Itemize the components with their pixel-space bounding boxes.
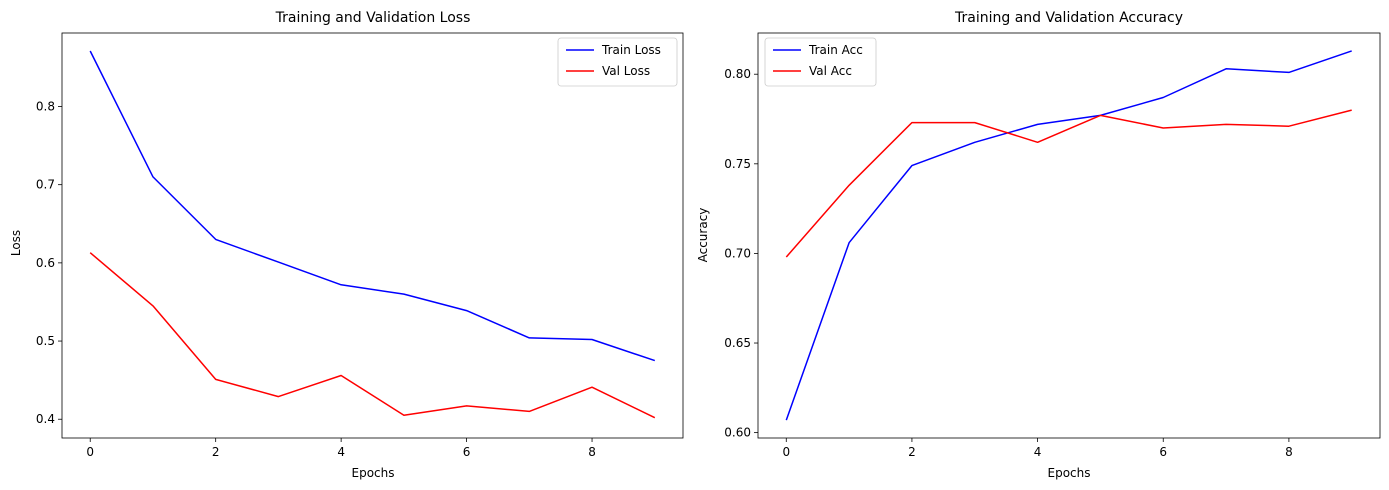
y-tick-label: 0.60	[724, 426, 751, 440]
y-tick-label: 0.65	[724, 336, 751, 350]
plot-frame	[757, 32, 1381, 439]
x-tick-label: 2	[212, 445, 220, 459]
legend: Train Acc Val Acc	[764, 37, 877, 87]
axis-ticks: 0 2 4 6 8 0.4 0.5 0.6 0.7 0.8	[36, 99, 596, 459]
x-tick-label: 6	[463, 445, 471, 459]
legend-label-val-acc: Val Acc	[809, 64, 852, 78]
series-line-val-loss	[89, 252, 656, 419]
y-axis-label: Loss	[9, 230, 23, 256]
plot-frame	[61, 32, 684, 439]
legend: Train Loss Val Loss	[557, 37, 678, 87]
series-lines	[785, 50, 1352, 421]
x-tick-label: 8	[1285, 445, 1293, 459]
x-tick-label: 0	[782, 445, 790, 459]
chart-title: Training and Validation Accuracy	[954, 10, 1183, 26]
x-tick-label: 8	[588, 445, 596, 459]
y-tick-label: 0.5	[36, 334, 55, 348]
x-tick-label: 6	[1159, 445, 1167, 459]
y-tick-label: 0.70	[724, 246, 751, 260]
accuracy-chart: Training and Validation Accuracy Epochs …	[696, 10, 1381, 480]
x-axis-label: Epochs	[352, 466, 395, 480]
y-tick-label: 0.4	[36, 412, 55, 426]
y-tick-label: 0.6	[36, 256, 55, 270]
y-tick-label: 0.8	[36, 99, 55, 113]
axis-ticks: 0 2 4 6 8 0.60 0.65 0.70 0.75 0.80	[724, 67, 1292, 459]
y-axis-label: Accuracy	[696, 208, 710, 263]
x-tick-label: 4	[337, 445, 345, 459]
loss-chart: Training and Validation Loss Epochs Loss…	[9, 10, 684, 480]
legend-label-train-loss: Train Loss	[601, 43, 661, 57]
x-tick-label: 0	[86, 445, 94, 459]
x-tick-label: 4	[1034, 445, 1042, 459]
series-line-val-acc	[785, 109, 1352, 258]
legend-label-train-acc: Train Acc	[808, 43, 863, 57]
series-lines	[89, 50, 656, 419]
y-tick-label: 0.80	[724, 67, 751, 81]
x-axis-label: Epochs	[1048, 466, 1091, 480]
y-tick-label: 0.75	[724, 157, 751, 171]
chart-title: Training and Validation Loss	[275, 10, 471, 26]
series-line-train-acc	[785, 50, 1352, 421]
x-tick-label: 2	[908, 445, 916, 459]
series-line-train-loss	[89, 50, 656, 362]
y-tick-label: 0.7	[36, 178, 55, 192]
legend-label-val-loss: Val Loss	[602, 64, 650, 78]
